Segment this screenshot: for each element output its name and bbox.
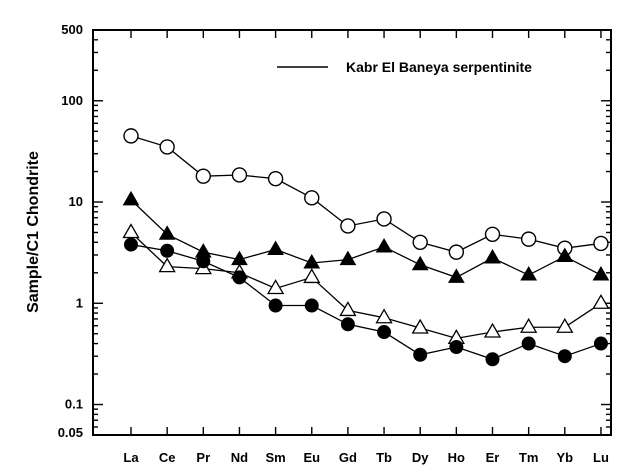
x-tick-label: Yb [556, 450, 573, 465]
data-point-filled-triangle [339, 250, 357, 266]
series-line [130, 232, 602, 340]
data-point-filled-circle [557, 349, 572, 364]
data-point-open-triangle [411, 318, 429, 334]
series-open-circle [123, 128, 609, 260]
series-filled-triangle [122, 190, 610, 283]
data-point-open-circle [195, 168, 212, 184]
y-tick-label: 1 [76, 295, 83, 310]
x-tick-label: Eu [303, 450, 320, 465]
x-axis-ticks: La Ce Pr Nd Sm Eu Gd Tb Dy Ho Er Tm Yb Lu [123, 30, 609, 465]
x-tick-label: Gd [339, 450, 357, 465]
y-tick-label: 100 [61, 93, 83, 108]
data-point-filled-triangle [447, 268, 465, 283]
series-layer [122, 128, 610, 367]
data-point-filled-circle [485, 352, 500, 367]
data-point-open-triangle [520, 317, 538, 333]
y-tick-label: 0.1 [65, 397, 83, 412]
data-point-filled-circle [124, 237, 138, 252]
x-tick-label: Tm [519, 450, 539, 465]
legend: Kabr El Baneya serpentinite [277, 59, 532, 75]
data-point-filled-circle [593, 336, 608, 351]
data-point-filled-triangle [556, 247, 574, 262]
x-tick-label: Ho [448, 450, 465, 465]
y-tick-label: 10 [69, 194, 83, 209]
data-point-open-triangle [303, 268, 321, 284]
data-point-filled-triangle [520, 266, 538, 281]
y-tick-label: 500 [61, 22, 83, 37]
data-point-open-triangle [339, 301, 357, 317]
data-point-filled-circle [160, 243, 175, 258]
data-point-open-triangle [122, 223, 140, 239]
data-point-open-circle [159, 139, 175, 155]
x-tick-label: Pr [196, 450, 210, 465]
x-tick-label: Nd [231, 450, 248, 465]
data-point-open-triangle [158, 257, 176, 273]
data-point-open-triangle [266, 279, 285, 295]
data-point-filled-triangle [484, 248, 501, 264]
x-tick-label: Tb [376, 450, 392, 465]
data-point-filled-triangle [411, 255, 429, 271]
data-point-open-circle [484, 226, 501, 242]
data-point-open-triangle [375, 308, 393, 324]
data-point-open-circle [123, 128, 139, 144]
data-point-filled-triangle [592, 266, 610, 281]
data-point-filled-triangle [375, 237, 393, 253]
data-point-open-circle [267, 170, 284, 187]
data-point-open-triangle [556, 317, 574, 333]
data-point-open-triangle [483, 322, 502, 338]
data-point-filled-circle [413, 347, 428, 362]
data-point-open-circle [340, 218, 356, 234]
series-open-triangle [122, 223, 610, 345]
data-point-filled-circle [340, 317, 355, 332]
data-point-open-circle [520, 231, 537, 247]
data-point-open-circle [448, 244, 465, 260]
data-point-filled-triangle [158, 225, 176, 240]
x-tick-label: Dy [412, 450, 429, 465]
data-point-open-triangle [592, 293, 610, 309]
x-tick-label: La [123, 450, 139, 465]
data-point-filled-circle [449, 339, 464, 354]
data-point-open-circle [376, 211, 392, 227]
data-point-open-circle [231, 167, 248, 183]
y-tick-label: 0.05 [58, 425, 83, 440]
data-point-open-circle [593, 235, 609, 252]
data-point-filled-circle [377, 325, 392, 340]
data-point-filled-circle [521, 336, 536, 351]
series-filled-circle [124, 237, 608, 367]
data-point-open-circle [412, 234, 428, 251]
data-point-filled-triangle [122, 190, 140, 206]
series-line [130, 199, 602, 279]
data-point-filled-circle [232, 270, 247, 285]
y-axis-label: Sample/C1 Chondrite [25, 151, 42, 313]
data-point-open-circle [304, 190, 320, 206]
data-point-filled-circle [196, 254, 211, 269]
data-point-filled-triangle [267, 240, 284, 255]
legend-label: Kabr El Baneya serpentinite [346, 59, 532, 75]
x-tick-label: Sm [265, 450, 285, 465]
y-axis-ticks: 500 100 10 1 0.1 0.05 [58, 22, 611, 440]
data-point-filled-circle [268, 298, 283, 313]
data-point-filled-triangle [303, 253, 321, 269]
x-tick-label: Lu [593, 450, 609, 465]
x-tick-label: Ce [159, 450, 176, 465]
data-point-filled-circle [304, 298, 319, 313]
x-tick-label: Er [486, 450, 500, 465]
